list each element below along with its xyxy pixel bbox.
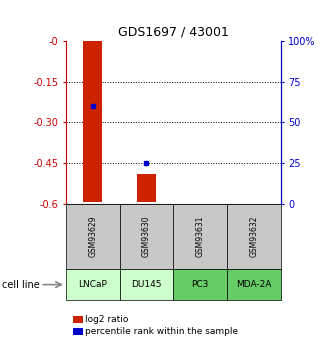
Bar [173,204,227,269]
Bar [120,269,173,300]
Bar [83,41,102,202]
Text: GSM93631: GSM93631 [196,216,205,257]
Text: percentile rank within the sample: percentile rank within the sample [85,327,238,336]
Text: GSM93632: GSM93632 [249,216,258,257]
Bar [227,269,280,300]
Bar [227,204,280,269]
Text: cell line: cell line [2,280,39,289]
Text: GSM93629: GSM93629 [88,216,97,257]
Text: LNCaP: LNCaP [79,280,107,289]
Bar [66,204,120,269]
Title: GDS1697 / 43001: GDS1697 / 43001 [118,26,229,39]
Text: PC3: PC3 [191,280,209,289]
Bar [66,269,120,300]
Bar [173,269,227,300]
Text: GSM93630: GSM93630 [142,216,151,257]
Text: MDA-2A: MDA-2A [236,280,271,289]
Text: log2 ratio: log2 ratio [85,315,128,324]
Bar [137,174,156,202]
Text: DU145: DU145 [131,280,162,289]
Bar [120,204,173,269]
